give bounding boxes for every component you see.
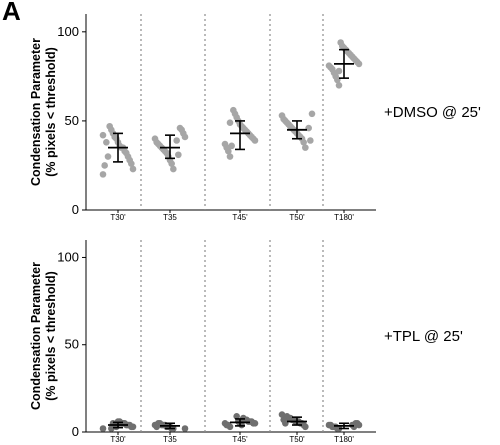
y-tick-label: 0	[72, 424, 79, 439]
y-axis-title-line: Condensation Parameter	[29, 262, 43, 410]
condition-label-dmso: +DMSO @ 25'	[384, 104, 481, 121]
y-axis-title: Condensation Parameter (% pixels < thresh…	[29, 262, 58, 410]
data-point	[307, 137, 314, 144]
y-tick-label: 0	[72, 202, 79, 217]
data-point	[104, 153, 112, 160]
data-point	[170, 165, 177, 173]
y-tick-label: 100	[57, 24, 79, 39]
data-point	[99, 425, 107, 432]
x-tick-label: T35	[163, 435, 177, 444]
y-axis-title-line: (% pixels < threshold)	[44, 47, 58, 177]
data-point	[308, 110, 316, 118]
data-point	[335, 81, 343, 89]
x-tick-label: T30'	[110, 213, 126, 222]
data-point	[325, 421, 333, 429]
data-point	[173, 137, 180, 144]
data-point	[278, 411, 286, 418]
data-point	[103, 138, 110, 146]
data-point	[278, 112, 286, 119]
y-tick-label: 50	[65, 113, 79, 128]
y-tick-label: 100	[57, 249, 79, 264]
data-point	[325, 62, 333, 69]
data-point	[176, 124, 184, 132]
y-axis-title: Condensation Parameter (% pixels < thresh…	[29, 38, 58, 186]
data-point	[151, 135, 159, 143]
x-tick-label: T45'	[232, 213, 248, 222]
data-point	[230, 106, 237, 114]
data-point	[101, 162, 108, 169]
data-point	[280, 416, 287, 424]
data-point	[106, 122, 113, 130]
data-point	[226, 119, 234, 126]
x-tick-label: T35	[163, 213, 177, 222]
data-point	[335, 67, 343, 75]
data-point	[108, 425, 115, 432]
data-point	[226, 153, 234, 160]
data-point	[151, 421, 159, 429]
data-point	[99, 171, 107, 178]
data-point	[221, 419, 229, 427]
panel-letter: A	[2, 0, 21, 26]
x-tick-label: T45'	[232, 435, 248, 444]
y-tick-label: 50	[65, 337, 79, 352]
data-point	[221, 140, 229, 148]
y-axis-title-line: Condensation Parameter	[29, 38, 43, 186]
x-tick-label: T180'	[334, 435, 354, 444]
data-point	[181, 425, 189, 432]
data-point	[305, 124, 312, 132]
x-tick-label: T30'	[110, 435, 126, 444]
data-point	[228, 142, 235, 150]
data-point	[175, 151, 182, 159]
condition-label-tpl: +TPL @ 25'	[384, 328, 463, 345]
x-tick-label: T50'	[289, 435, 305, 444]
data-point	[337, 39, 344, 46]
x-tick-label: T180'	[334, 213, 354, 222]
y-axis-title-line: (% pixels < threshold)	[44, 271, 58, 401]
data-point	[99, 131, 107, 139]
data-point	[302, 144, 309, 151]
data-point	[129, 165, 137, 173]
data-point	[233, 412, 240, 420]
x-tick-label: T50'	[289, 213, 305, 222]
